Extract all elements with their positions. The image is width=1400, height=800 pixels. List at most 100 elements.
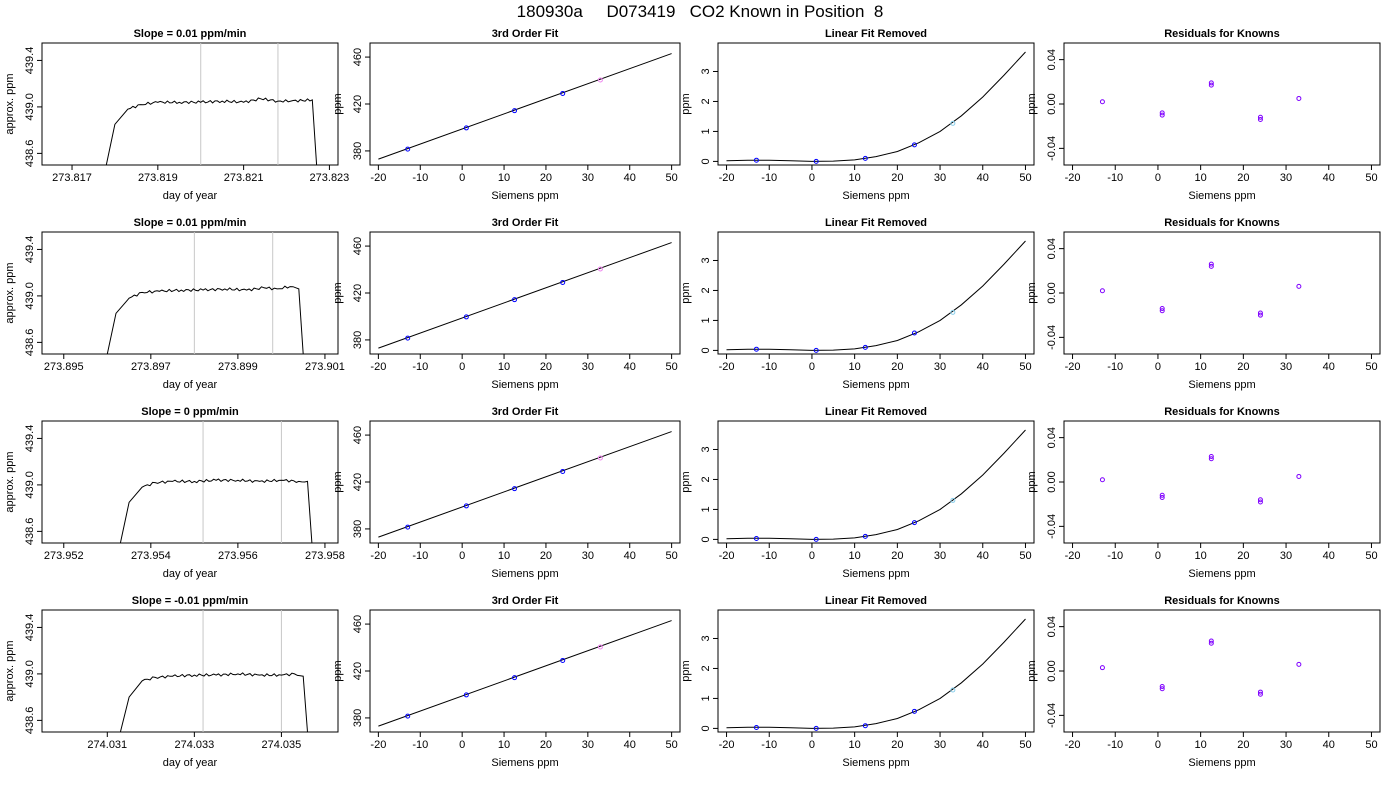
chart-panel-fit-row3: 3rd Order Fit -20 -10 0 10 20 30 40 50 380 420 460 S… bbox=[332, 406, 681, 580]
panel-title: Slope = 0.01 ppm/min bbox=[134, 217, 247, 229]
data-point bbox=[862, 155, 868, 161]
residual-point bbox=[1159, 308, 1165, 314]
y-axis-label: ppm bbox=[680, 660, 692, 681]
y-tick-label: 0 bbox=[700, 347, 712, 353]
panel-title: Slope = 0 ppm/min bbox=[141, 406, 239, 418]
x-tick-label: 50 bbox=[1019, 550, 1031, 562]
x-tick-label: 0 bbox=[1155, 361, 1161, 373]
residual-point bbox=[1208, 261, 1214, 267]
fit-curve bbox=[726, 618, 1026, 729]
x-tick-label: 10 bbox=[1195, 172, 1207, 184]
data-point bbox=[597, 266, 603, 272]
y-axis-label: approx. ppm bbox=[4, 640, 16, 701]
data-point bbox=[813, 725, 819, 731]
plot-frame bbox=[1063, 42, 1381, 166]
y-tick-label: 380 bbox=[352, 142, 364, 160]
y-axis-label: ppm bbox=[1026, 471, 1038, 492]
fit-curve bbox=[726, 51, 1026, 162]
panel-title: Linear Fit Removed bbox=[825, 595, 927, 607]
x-tick-label: 20 bbox=[891, 361, 903, 373]
chart-panel-residuals-row1: Residuals for Knowns -20 -10 0 10 20 30 40 50 -0.… bbox=[1026, 28, 1381, 202]
data-point bbox=[950, 497, 956, 503]
plot-area bbox=[1099, 261, 1302, 318]
x-axis-label: day of year bbox=[163, 568, 218, 580]
chart-panel-fit-row4: 3rd Order Fit -20 -10 0 10 20 30 40 50 380 420 460 S… bbox=[332, 595, 681, 769]
x-tick-label: -20 bbox=[1065, 172, 1081, 184]
data-point bbox=[463, 692, 469, 698]
data-point bbox=[862, 533, 868, 539]
y-tick-label: 460 bbox=[352, 237, 364, 255]
x-tick-label: 30 bbox=[582, 172, 594, 184]
residual-point bbox=[1257, 499, 1263, 505]
y-axis-label: approx. ppm bbox=[4, 451, 16, 512]
residual-point bbox=[1159, 112, 1165, 118]
plot-area bbox=[119, 421, 313, 543]
x-tick-label: 0 bbox=[809, 172, 815, 184]
x-tick-label: 10 bbox=[849, 172, 861, 184]
data-point bbox=[405, 335, 411, 341]
x-tick-label: 0 bbox=[809, 550, 815, 562]
data-point bbox=[463, 125, 469, 131]
chart-panel-linear_removed-row1: Linear Fit Removed -20 -10 0 10 20 30 40 50 0 1 2 3 S… bbox=[680, 28, 1035, 202]
y-tick-label: 439.0 bbox=[24, 282, 36, 310]
y-tick-label: 420 bbox=[352, 662, 364, 680]
data-point bbox=[463, 314, 469, 320]
y-tick-label: 1 bbox=[700, 506, 712, 512]
residual-point bbox=[1208, 80, 1214, 86]
y-tick-label: 439.0 bbox=[24, 93, 36, 121]
x-tick-label: 50 bbox=[665, 361, 677, 373]
residual-point bbox=[1257, 689, 1263, 695]
x-tick-label: -10 bbox=[1107, 739, 1123, 751]
plot-frame bbox=[1063, 420, 1381, 544]
residual-point bbox=[1159, 306, 1165, 312]
panel-title: Residuals for Knowns bbox=[1164, 217, 1280, 229]
chart-panel-fit-row1: 3rd Order Fit -20 -10 0 10 20 30 40 50 380 420 460 S… bbox=[332, 28, 681, 202]
residual-point bbox=[1159, 686, 1165, 692]
fit-line bbox=[378, 53, 672, 160]
data-trace bbox=[119, 672, 308, 732]
plot-frame bbox=[369, 231, 681, 355]
x-tick-label: 50 bbox=[1365, 361, 1377, 373]
fit-line bbox=[378, 242, 672, 349]
plot-area bbox=[1099, 80, 1302, 123]
y-tick-label: -0.04 bbox=[1046, 514, 1058, 539]
data-point bbox=[813, 536, 819, 542]
x-tick-label: 273.897 bbox=[131, 361, 171, 373]
x-tick-label: 0 bbox=[459, 172, 465, 184]
x-tick-label: 40 bbox=[624, 361, 636, 373]
residual-point bbox=[1208, 453, 1214, 459]
y-tick-label: 460 bbox=[352, 615, 364, 633]
y-tick-label: 438.6 bbox=[24, 140, 36, 168]
page-title: 180930a D073419 CO2 Known in Position 8 bbox=[516, 2, 884, 21]
x-axis-label: Siemens ppm bbox=[842, 757, 909, 769]
data-point bbox=[560, 657, 566, 663]
y-tick-label: 439.4 bbox=[24, 47, 36, 75]
data-point bbox=[753, 157, 759, 163]
y-tick-label: 0.04 bbox=[1046, 427, 1058, 448]
y-tick-label: 2 bbox=[700, 98, 712, 104]
residual-point bbox=[1257, 117, 1263, 123]
x-tick-label: 0 bbox=[1155, 739, 1161, 751]
plot-frame bbox=[369, 42, 681, 166]
y-tick-label: 1 bbox=[700, 695, 712, 701]
y-tick-label: 0.00 bbox=[1046, 660, 1058, 681]
x-tick-label: 274.035 bbox=[262, 739, 302, 751]
x-tick-label: 40 bbox=[1323, 550, 1335, 562]
panel-title: Residuals for Knowns bbox=[1164, 28, 1280, 40]
residual-point bbox=[1159, 492, 1165, 498]
x-tick-label: 273.958 bbox=[305, 550, 345, 562]
residual-point bbox=[1099, 665, 1105, 671]
x-tick-label: -10 bbox=[412, 739, 428, 751]
panel-title: Linear Fit Removed bbox=[825, 406, 927, 418]
y-tick-label: 2 bbox=[700, 665, 712, 671]
plot-area bbox=[726, 429, 1026, 542]
x-axis-label: Siemens ppm bbox=[842, 568, 909, 580]
panel-title: 3rd Order Fit bbox=[492, 217, 559, 229]
x-axis-label: Siemens ppm bbox=[1188, 190, 1255, 202]
x-tick-label: 40 bbox=[977, 172, 989, 184]
x-axis-label: Siemens ppm bbox=[491, 757, 558, 769]
x-tick-label: 10 bbox=[849, 361, 861, 373]
plot-frame bbox=[41, 231, 339, 355]
residual-point bbox=[1159, 684, 1165, 690]
